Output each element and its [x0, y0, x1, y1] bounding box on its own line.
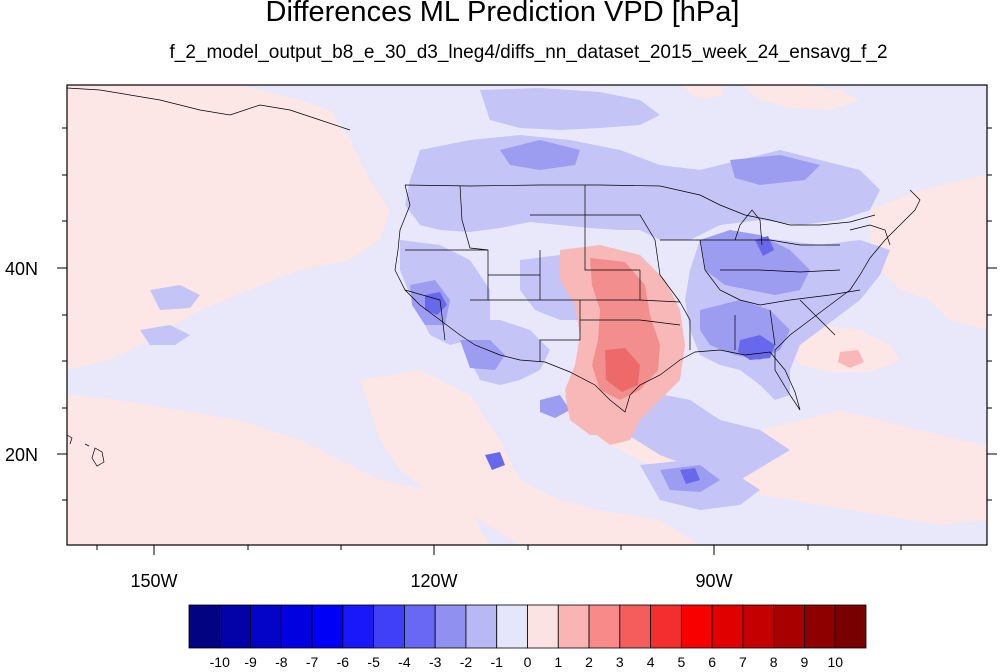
- colorbar-box: [373, 604, 405, 649]
- colorbar-label: -5: [367, 654, 380, 670]
- colorbar-box: [496, 604, 528, 649]
- lat-ticks: [57, 127, 997, 501]
- colorbar-box: [711, 604, 744, 649]
- colorbar-label: 3: [616, 654, 624, 670]
- colorbar-label: -2: [460, 654, 473, 670]
- colorbar-label: 7: [739, 654, 747, 670]
- colorbar-label: 4: [647, 654, 655, 670]
- lon-ticks: [96, 545, 902, 555]
- colorbar-box: [588, 604, 621, 649]
- colorbar-box: [404, 604, 436, 649]
- lon-label-120w: 120W: [410, 571, 457, 591]
- map-subtitle: f_2_model_output_b8_e_30_d3_lneg4/diffs_…: [169, 42, 888, 63]
- lat-label-40n: 40N: [5, 259, 38, 279]
- map-field: [67, 85, 987, 545]
- colorbar-box: [804, 604, 836, 649]
- colorbar-box: [619, 604, 651, 649]
- colorbar-label: -1: [491, 654, 504, 670]
- colorbar-labels: -10 -9 -8 -7 -6 -5 -4 -3 -2 -1 0 1 2 3 4 5 6 7 8 9 10: [210, 654, 844, 670]
- colorbar-box: [650, 604, 682, 649]
- colorbar-label: 2: [585, 654, 593, 670]
- colorbar-box: [219, 604, 251, 649]
- colorbar-box: [773, 604, 805, 649]
- map-title: Differences ML Prediction VPD [hPa]: [265, 0, 740, 28]
- colorbar-box: [434, 604, 467, 649]
- colorbar-box: [557, 604, 590, 649]
- lat-label-20n: 20N: [5, 445, 38, 465]
- colorbar-box: [834, 604, 867, 649]
- colorbar: [188, 604, 867, 649]
- colorbar-label: -10: [210, 654, 230, 670]
- deep-blue-spots: [425, 236, 775, 484]
- colorbar-box: [465, 604, 498, 649]
- colorbar-box: [280, 604, 313, 649]
- colorbar-label: -6: [337, 654, 350, 670]
- lon-label-150w: 150W: [130, 571, 177, 591]
- colorbar-label: 5: [677, 654, 685, 670]
- colorbar-label: 1: [554, 654, 562, 670]
- colorbar-label: 9: [801, 654, 809, 670]
- colorbar-box: [680, 604, 713, 649]
- colorbar-label: 8: [770, 654, 778, 670]
- colorbar-box: [250, 604, 282, 649]
- colorbar-box: [742, 604, 775, 649]
- light-pink-regions: [67, 85, 987, 545]
- colorbar-label: -9: [244, 654, 257, 670]
- colorbar-box: [311, 604, 344, 649]
- colorbar-box: [527, 604, 559, 649]
- lon-label-90w: 90W: [695, 571, 732, 591]
- colorbar-label: -4: [398, 654, 411, 670]
- colorbar-label: 10: [827, 654, 843, 670]
- colorbar-label: -7: [306, 654, 319, 670]
- colorbar-label: 0: [524, 654, 532, 670]
- boundaries: [67, 87, 921, 413]
- colorbar-label: 6: [708, 654, 716, 670]
- colorbar-label: -3: [429, 654, 442, 670]
- colorbar-label: -8: [275, 654, 288, 670]
- colorbar-box: [342, 604, 375, 649]
- colorbar-box: [188, 604, 221, 649]
- hawaii-outline: [67, 434, 105, 467]
- warm-anomaly: [560, 245, 864, 445]
